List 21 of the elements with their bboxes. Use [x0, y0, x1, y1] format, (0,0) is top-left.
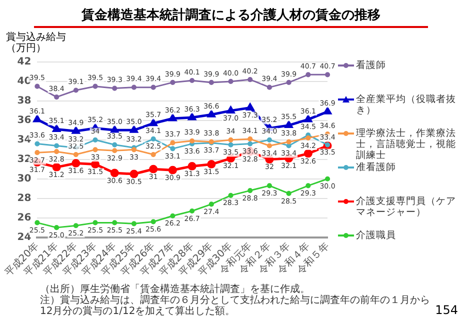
text: （出所）厚生労働省「賃金構造基本統計調査」を基に作成。 — [40, 284, 311, 295]
y-tick-label: 28 — [17, 192, 32, 204]
y-tick-label: 36 — [17, 115, 32, 126]
text: 154 — [435, 303, 458, 317]
legend-label: 介護職員 — [356, 230, 396, 241]
y-tick-label: 24 — [17, 232, 32, 243]
legend-label: 准看護師 — [356, 162, 396, 173]
y-tick-label: 38 — [17, 96, 32, 107]
y-tick-label: 30 — [17, 173, 32, 184]
text: 注）賞与込み給与は、調査年の６月分として支払われた給与に調査年の前年の１月から12月分の賞与の1/12を加えて算出した額。 — [40, 295, 430, 317]
legend-label: 理学療法士，作業療法士，言語聴覚士，視能訓練士 — [356, 128, 457, 161]
legend-label: 介護支援専門員（ケアマネージャー） — [356, 196, 457, 218]
chart-title: 賃金構造基本統計調査による介護人材の賃金の推移 — [34, 6, 428, 28]
y-tick-label: 34 — [17, 134, 32, 146]
y-axis-title: 賞与込み給与（万円） — [6, 32, 67, 54]
legend-label: 看護師 — [356, 60, 386, 71]
y-tick-label: 40 — [17, 76, 32, 88]
y-tick-label: 42 — [17, 56, 32, 68]
y-tick-label: 32 — [17, 154, 32, 165]
legend-label: 全産業平均（役職者抜き） — [356, 94, 457, 116]
y-tick-label: 26 — [17, 212, 32, 224]
